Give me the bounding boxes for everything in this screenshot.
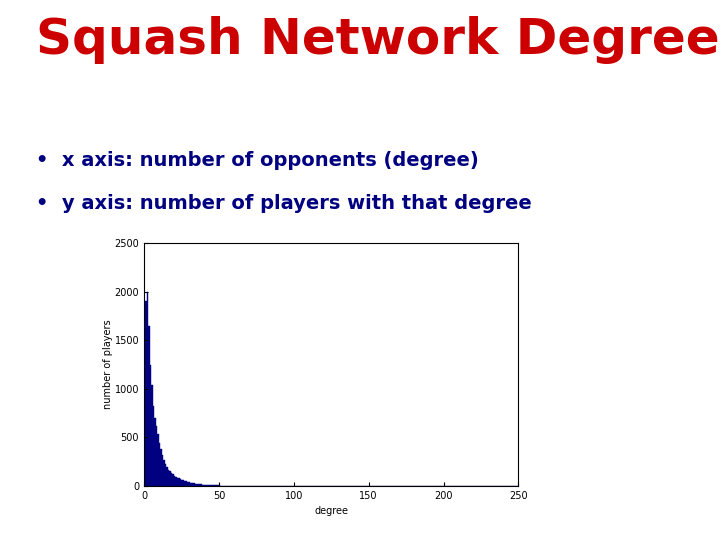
Bar: [208, 485, 210, 486]
Bar: [148, 326, 150, 486]
Bar: [177, 478, 179, 486]
Bar: [187, 482, 189, 486]
Text: Squash Network Degree Distribution: Squash Network Degree Distribution: [36, 16, 720, 64]
Bar: [166, 467, 168, 486]
Bar: [169, 471, 171, 486]
Bar: [159, 443, 161, 486]
Bar: [156, 426, 158, 486]
Text: •  x axis: number of opponents (degree): • x axis: number of opponents (degree): [36, 151, 479, 170]
Text: •  y axis: number of players with that degree: • y axis: number of players with that de…: [36, 194, 532, 213]
Bar: [190, 483, 192, 486]
Bar: [202, 484, 204, 486]
Bar: [205, 485, 207, 486]
Bar: [155, 418, 156, 486]
Bar: [189, 482, 190, 486]
X-axis label: degree: degree: [314, 507, 348, 516]
Bar: [151, 385, 153, 486]
Bar: [168, 470, 169, 486]
Bar: [186, 481, 187, 486]
Bar: [158, 435, 159, 486]
Bar: [171, 473, 173, 486]
Bar: [219, 485, 220, 486]
Bar: [212, 485, 213, 486]
Bar: [176, 477, 177, 486]
Bar: [201, 484, 202, 486]
Bar: [163, 460, 165, 486]
Bar: [183, 481, 184, 486]
Bar: [181, 480, 183, 486]
Bar: [161, 449, 162, 486]
Bar: [217, 485, 219, 486]
Bar: [184, 481, 186, 486]
Bar: [210, 485, 212, 486]
Bar: [162, 455, 163, 486]
Bar: [195, 484, 197, 486]
Bar: [147, 292, 148, 486]
Bar: [145, 301, 147, 486]
Bar: [198, 484, 199, 486]
Bar: [207, 485, 208, 486]
Bar: [150, 364, 151, 486]
Bar: [153, 406, 155, 486]
Y-axis label: number of players: number of players: [103, 320, 113, 409]
Bar: [179, 478, 180, 486]
Bar: [165, 464, 166, 486]
Bar: [180, 479, 181, 486]
Bar: [213, 485, 215, 486]
Bar: [174, 476, 176, 486]
Bar: [204, 485, 205, 486]
Bar: [173, 474, 174, 486]
Bar: [216, 485, 217, 486]
Bar: [215, 485, 216, 486]
Bar: [192, 483, 194, 486]
Bar: [199, 484, 201, 486]
Bar: [194, 483, 195, 486]
Bar: [197, 484, 198, 486]
